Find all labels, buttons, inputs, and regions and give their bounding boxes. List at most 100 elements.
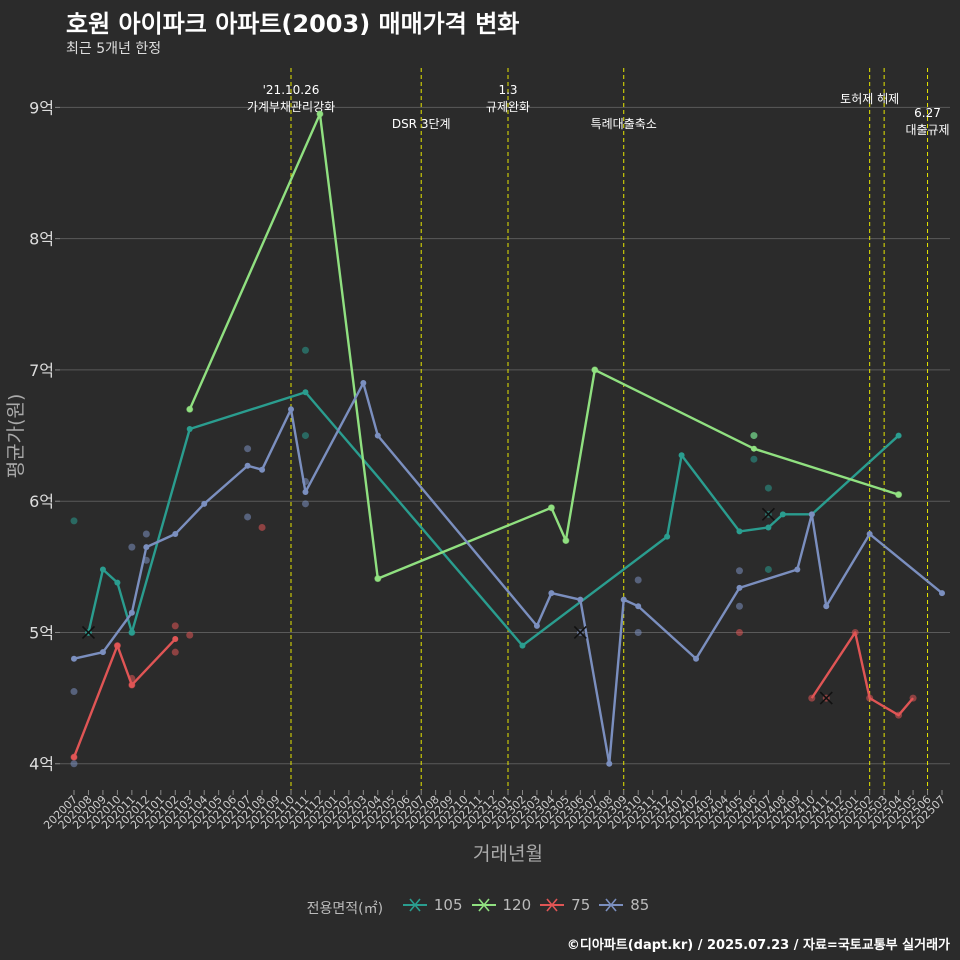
chart-title: 호원 아이파크 아파트(2003) 매매가격 변화 [66,10,520,38]
event-label: DSR 3단계 [392,117,451,131]
line-vertex [808,511,815,518]
legend-label: 105 [433,896,463,914]
data-point [735,567,743,575]
line-vertex [794,566,801,573]
legend-item: 105 [402,896,463,914]
line-vertex [736,584,743,591]
price-chart: 4억 5억 6억 7억 8억 9억 '21.10.26 가계부채관리강화 DSR 3단계 1.3… [5,68,950,865]
legend-item: 85 [598,896,649,914]
legend-label: 75 [571,896,591,914]
data-point [634,576,642,584]
line-vertex [114,642,121,649]
line-vertex [114,579,121,586]
line-vertex [99,566,106,573]
data-point [70,760,78,768]
legend-swatch-icon [402,898,427,912]
line-vertex [823,603,830,610]
line-vertex [360,380,367,387]
line-vertex [591,366,598,373]
line-vertex [374,432,381,439]
line-vertex [519,642,526,649]
series-lines [70,110,945,768]
y-tick-label: 7억 [29,361,54,380]
line-vertex [316,110,323,117]
data-point [301,500,309,508]
legend: 전용면적(㎡) 105 120 75 85 [0,896,960,918]
data-point [244,513,252,521]
data-point [171,622,179,630]
cancelled-marker [819,691,833,705]
legend-item: 120 [471,896,532,914]
legend-label: 85 [630,896,650,914]
event-label: '21.10.26 [263,83,320,97]
series-line [810,631,914,717]
line-vertex [143,544,150,551]
legend-swatch-icon [471,898,496,912]
line-vertex [577,596,584,603]
line-vertex [128,681,135,688]
line-vertex [302,489,309,496]
footer-credit: ©디아파트(dapt.kr) / 2025.07.23 / 자료=국토교통부 실… [566,938,950,953]
data-point [128,543,136,551]
line-vertex [186,426,193,432]
legend-label: 120 [502,896,532,914]
y-tick-label: 9억 [29,98,54,117]
line-vertex [620,596,627,603]
line-vertex [678,452,685,459]
line-vertex [259,466,266,473]
line-vertex [533,622,540,629]
line-vertex [374,575,381,582]
line-vertex [548,590,555,597]
line-vertex [288,406,294,413]
series-line [72,638,177,758]
line-vertex [664,533,671,540]
cancelled-marker [573,625,587,640]
event-label: 가계부채관리강화 [247,100,335,114]
data-point [70,517,78,525]
series-line [87,391,900,647]
line-vertex [99,649,106,656]
x-axis-label: 거래년월 [473,843,543,865]
legend-swatch-icon [540,898,565,912]
series-line [188,112,899,580]
line-vertex [779,511,786,518]
line-vertex [895,432,902,439]
data-point [70,688,78,696]
y-tick-label: 8억 [29,230,54,249]
line-vertex [172,531,179,538]
cancelled-marker [761,507,775,521]
event-label: 1.3 [498,83,517,97]
event-label: 토허제 해제 [840,92,899,106]
line-vertex [548,504,555,511]
line-vertex [186,406,193,413]
data-point [244,445,252,453]
x-axis-ticks: 2020072020082020092020102020112020122021… [41,790,948,832]
data-point [171,648,179,656]
data-point [764,565,772,573]
line-vertex [128,609,135,616]
line-vertex [71,754,77,761]
data-point [735,628,743,636]
line-vertex [693,655,700,662]
data-point [750,455,758,463]
data-point [634,628,642,636]
line-vertex [765,524,772,531]
line-vertex [302,389,309,396]
line-vertex [71,655,77,662]
legend-title: 전용면적(㎡) [306,901,384,917]
line-vertex [895,491,902,498]
line-vertex [736,528,743,535]
grid-lines [60,106,950,765]
event-label: 6.27 [914,106,941,120]
legend-item: 75 [539,896,590,914]
legend-swatch-icon [599,898,624,912]
line-vertex [244,462,251,469]
y-tick-label: 5억 [29,623,54,642]
data-point [301,346,309,354]
event-label: 대출규제 [905,123,949,137]
y-axis-label: 평균가(원) [5,394,27,479]
line-vertex [201,500,208,507]
event-label: 특례대출축소 [591,117,657,131]
line-vertex [562,537,569,544]
